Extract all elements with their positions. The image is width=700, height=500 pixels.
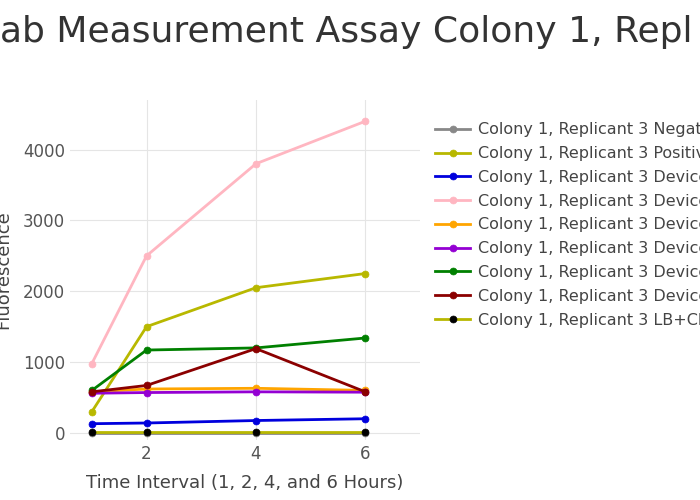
Text: ab Measurement Assay Colony 1, Repl: ab Measurement Assay Colony 1, Repl [0,15,692,49]
X-axis label: Time Interval (1, 2, 4, and 6 Hours): Time Interval (1, 2, 4, and 6 Hours) [86,474,404,492]
Legend: Colony 1, Replicant 3 Negative Control, Colony 1, Replicant 3 Positive Control, : Colony 1, Replicant 3 Negative Control, … [435,122,700,328]
Y-axis label: Fluorescence: Fluorescence [0,210,12,330]
